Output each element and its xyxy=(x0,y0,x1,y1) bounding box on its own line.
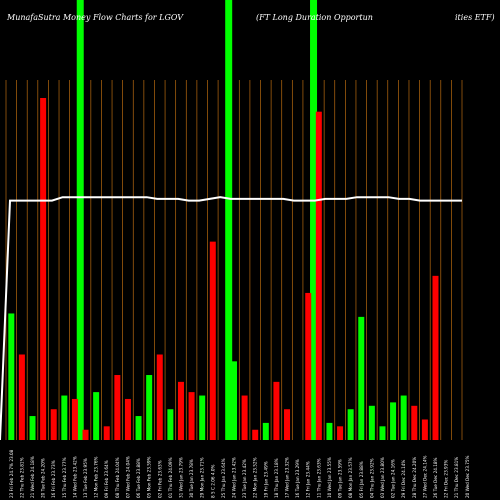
flow-bar xyxy=(167,409,174,440)
flow-bar xyxy=(368,405,375,440)
x-tick-label: 15 Thu Feb 23.77% xyxy=(62,457,67,498)
flow-bar xyxy=(284,409,291,440)
x-tick-label: 02 Fri Feb 23.63% xyxy=(157,460,162,498)
flow-bar xyxy=(124,398,131,440)
x-tick-label: 11 Thu Jan 23.63% xyxy=(316,458,321,498)
chart-title-right: ities ETF) xyxy=(455,13,495,22)
flow-bar xyxy=(347,409,354,440)
flow-bar xyxy=(18,354,25,440)
x-tick-label: 10 Wed Jan 23.55% xyxy=(327,457,332,498)
x-tick-label: 08 Thu Feb 24.04% xyxy=(115,457,120,498)
x-tick-label: 16 Tue Jan 23.29% xyxy=(295,459,300,498)
flow-bar xyxy=(421,419,428,440)
highlight-bands xyxy=(76,0,318,440)
x-tick-label: 31 Wed Jan 23.79% xyxy=(178,457,183,498)
flow-bar xyxy=(315,111,322,441)
flow-bar xyxy=(61,395,68,440)
flow-bar xyxy=(231,361,237,440)
flow-bar xyxy=(411,405,418,440)
flow-bar xyxy=(82,429,89,440)
highlight-band xyxy=(225,0,233,440)
x-tick-label: 12 Mon Feb 23.76% xyxy=(94,456,99,498)
highlight-band xyxy=(76,0,84,440)
x-tick-label: 07 Wed Feb 24.04% xyxy=(125,456,130,498)
flow-bar xyxy=(146,375,153,440)
x-tick-label: 06 Tue Feb 23.88% xyxy=(136,458,141,498)
x-tick-label: 29 Fri Dec 24.14% xyxy=(401,460,406,498)
flow-bar xyxy=(114,375,121,440)
x-tick-label: 23 Tue Jan 23.42% xyxy=(242,459,247,498)
x-tick-label: 23 Fri Feb 24.7% 23.08 xyxy=(9,449,14,498)
x-tick-label: 22 Fri Dec 23.93% xyxy=(444,460,449,498)
x-tick-label: 04 Thu Jan 23.92% xyxy=(369,458,374,498)
flow-bar xyxy=(156,354,163,440)
flow-bar xyxy=(273,381,280,440)
flow-bar xyxy=(337,426,344,440)
x-tick-label: 8 5 C 2.06 4.0% xyxy=(210,464,215,498)
flow-bar xyxy=(252,429,259,440)
x-tick-label: 19 Fri Jan 23.49% xyxy=(263,461,268,498)
x-tick-label: 12 Fri Jan 23.44% xyxy=(306,461,311,498)
flow-bar xyxy=(209,241,216,440)
flow-bar xyxy=(432,275,439,440)
flow-bar xyxy=(326,422,333,440)
x-tick-label: 18 Thu Jan 23.18% xyxy=(274,458,279,498)
x-tick-label: 24 Wed Jan 23.42% xyxy=(232,457,237,498)
x-tick-label: 05 Fri Jan 23.88% xyxy=(359,461,364,498)
x-tick-label: 21 Thu Dec 23.81% xyxy=(454,457,459,498)
x-tick-label: 26 Tue Dec 24.18% xyxy=(433,457,438,498)
x-tick-label: 13 Tue Feb 23.95% xyxy=(83,458,88,498)
flow-bar xyxy=(400,395,407,440)
flow-bar xyxy=(40,98,47,440)
x-tick-label: 27 Wed Dec 24.14% xyxy=(422,455,427,498)
x-tick-label: 30 Tue Jan 23.78% xyxy=(189,459,194,498)
x-tick-label: 09 Tue Jan 23.59% xyxy=(338,459,343,498)
x-tick-labels: 23 Fri Feb 24.7% 23.08 22 Thu Feb 23.81% 2… xyxy=(9,449,470,498)
x-tick-label: 14 Wed Feb 23.42% xyxy=(72,456,77,498)
flow-bar xyxy=(50,409,57,440)
flow-bar xyxy=(71,398,78,440)
x-tick-label: 20 Wed Dec 23.75% xyxy=(465,455,470,498)
x-tick-label: 09 Fri Feb 23.64% xyxy=(104,460,109,498)
flow-bar xyxy=(135,416,142,440)
flow-bar xyxy=(358,316,365,440)
x-tick-label: 21 Wed Feb 24.18% xyxy=(30,456,35,498)
flow-bar xyxy=(199,395,206,440)
x-tick-label: 16 Fri Feb 23.73% xyxy=(51,460,56,498)
x-tick-label: 17 Wed Jan 23.32% xyxy=(285,457,290,498)
x-tick-label: 20 Tue Feb 24.20% xyxy=(41,458,46,498)
flow-bar xyxy=(177,381,184,440)
bar-series xyxy=(8,98,439,441)
chart-title-middle: (FT Long Duration Opportun xyxy=(256,13,373,22)
x-tick-label: 22 Mon Jan 23.52% xyxy=(253,457,258,498)
flow-bar xyxy=(188,392,195,440)
flow-bar xyxy=(262,422,269,440)
x-tick-label: 22 Thu Feb 23.81% xyxy=(19,457,24,498)
x-tick-label: 28 Thu Dec 24.20% xyxy=(412,457,417,498)
flow-bar xyxy=(390,402,397,440)
x-tick-label: 29 Mon Jan 23.71% xyxy=(200,457,205,498)
flow-bar xyxy=(93,392,100,440)
flow-bar xyxy=(379,426,386,440)
x-tick-label: 25 Thu Jan 23.64% xyxy=(221,458,226,498)
x-tick-label: 03 Wed Jan 23.80% xyxy=(380,457,385,498)
flow-bar xyxy=(103,426,110,440)
x-tick-label: 01 Thu Feb 24.09% xyxy=(168,457,173,498)
flow-bar xyxy=(241,395,248,440)
x-tick-label: 05 Mon Feb 23.59% xyxy=(147,456,152,498)
highlight-band xyxy=(310,0,318,440)
flow-bar xyxy=(8,313,15,440)
chart-title-left: MunafaSutra Money Flow Charts for LGOV xyxy=(6,13,184,22)
flow-bar xyxy=(29,416,36,440)
money-flow-line xyxy=(0,196,462,441)
x-tick-label: 08 Mon Jan 23.57% xyxy=(348,457,353,498)
x-tick-label: 02 Tue Jan 24.16% xyxy=(391,459,396,498)
flow-bar xyxy=(305,292,312,440)
